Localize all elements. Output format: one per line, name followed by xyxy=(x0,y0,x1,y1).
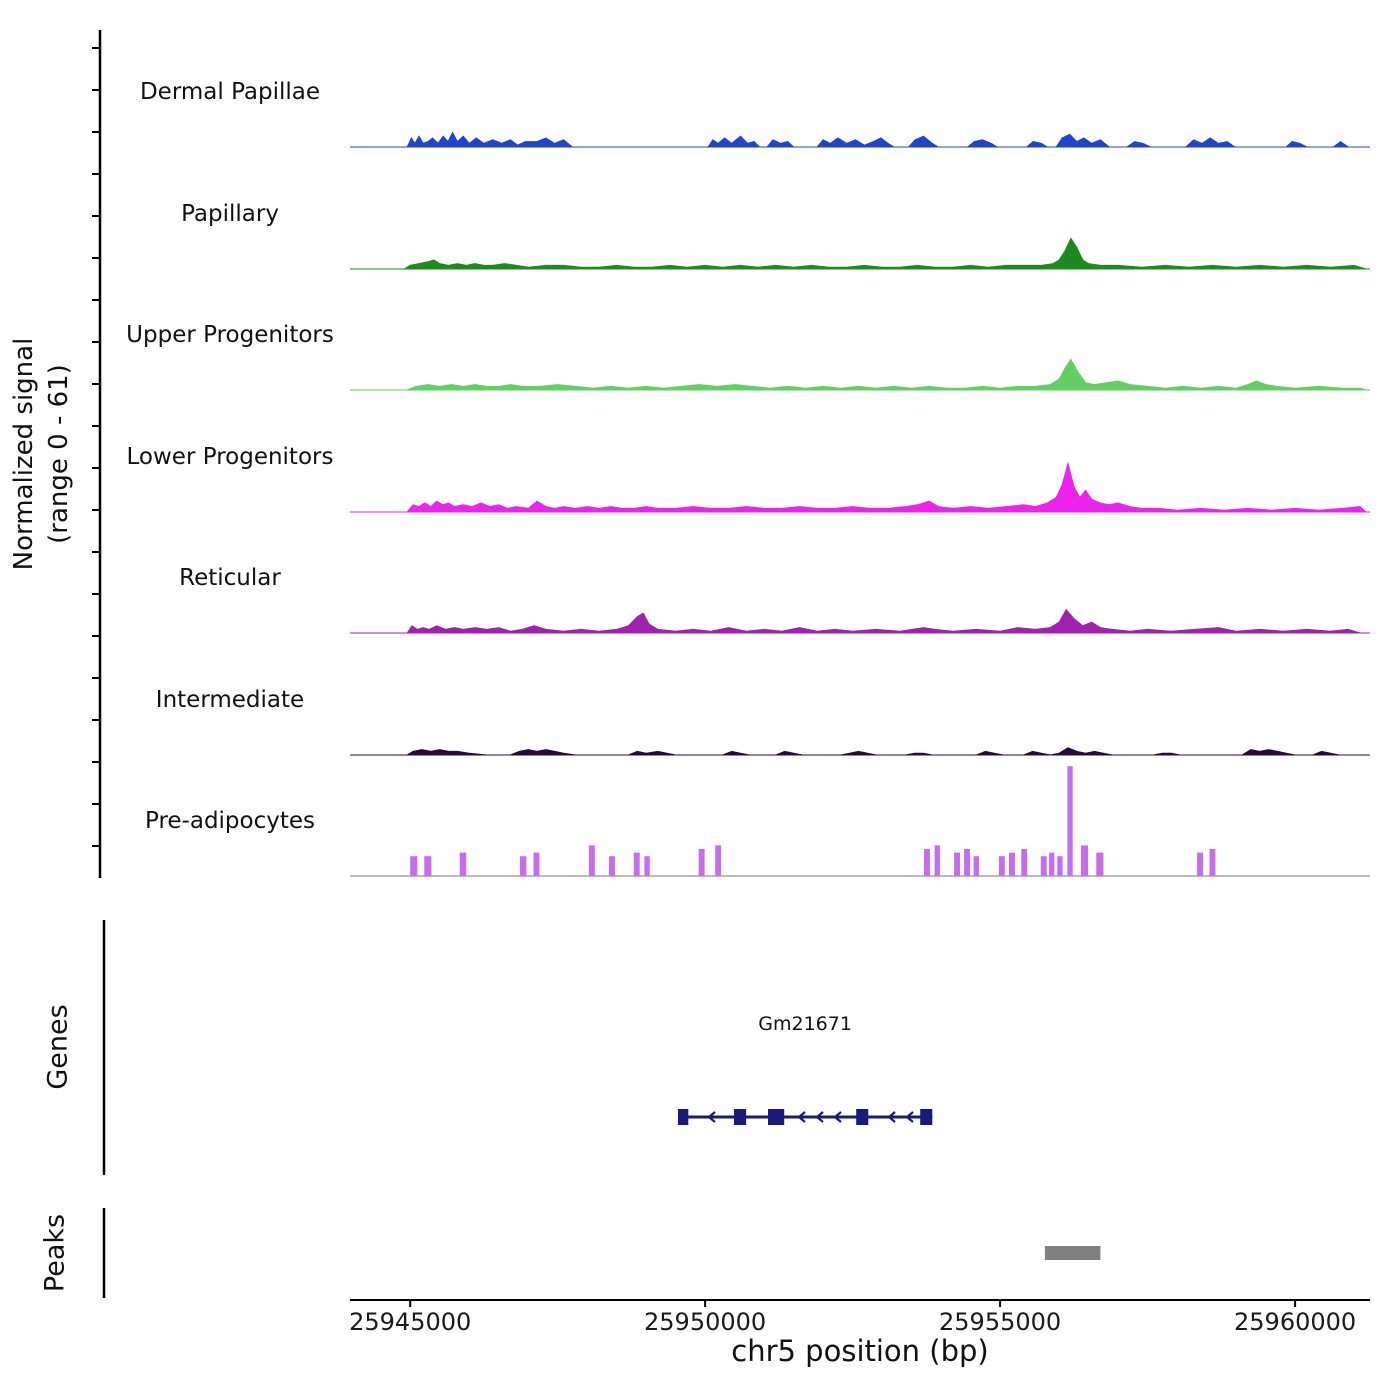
gene-name-label: Gm21671 xyxy=(758,1013,852,1035)
signal-bar xyxy=(998,856,1005,876)
signal-bar xyxy=(1057,856,1063,876)
signal-bar xyxy=(609,856,615,876)
track-label-pre-adipocytes: Pre-adipocytes xyxy=(144,808,316,834)
signal-bar xyxy=(533,852,540,876)
track-label-papillary: Papillary xyxy=(181,201,279,227)
signal-bar xyxy=(1080,845,1088,876)
tracks-plot: Gm21671 25945000 25950000 25955000 25960000 xyxy=(350,131,1370,1336)
signal-bar xyxy=(1067,766,1073,876)
gene-exon xyxy=(734,1109,747,1125)
track-label-intermediate: Intermediate xyxy=(155,687,305,713)
track-label-upper-progenitors: Upper Progenitors xyxy=(126,322,334,348)
gene-strand-arrow-icon xyxy=(887,1111,896,1123)
gene-strand-arrow-icon xyxy=(707,1111,716,1123)
signal-area xyxy=(350,747,1370,756)
x-tick-label: 25950000 xyxy=(644,1308,766,1336)
signal-bar xyxy=(1096,852,1104,876)
gene-strand-arrow-icon xyxy=(815,1111,824,1123)
left-axis-spines xyxy=(92,30,106,1298)
genes-section-label: Genes xyxy=(42,1004,74,1090)
x-axis-label: chr5 position (bp) xyxy=(731,1334,989,1368)
gene-exon xyxy=(678,1109,689,1125)
signal-bar xyxy=(1209,849,1216,876)
signal-bar xyxy=(459,852,467,876)
signal-bar xyxy=(1049,852,1055,876)
peak-region xyxy=(1044,1246,1101,1260)
track-label-dermal-papillae: Dermal Papillae xyxy=(139,79,321,105)
signal-bar xyxy=(924,849,930,876)
gene-exon xyxy=(920,1109,933,1125)
signal-bar xyxy=(698,849,705,876)
signal-bar xyxy=(588,845,595,876)
gene-strand-arrow-icon xyxy=(905,1111,914,1123)
signal-bar xyxy=(519,856,527,876)
x-tick-label: 25945000 xyxy=(350,1308,471,1336)
signal-bar xyxy=(644,856,650,876)
signal-bar xyxy=(1009,852,1015,876)
signal-bar xyxy=(410,856,418,876)
signal-bar xyxy=(964,849,970,876)
signal-bar xyxy=(1040,856,1047,876)
signal-bar xyxy=(973,856,979,876)
signal-area xyxy=(350,131,1370,148)
signal-bar xyxy=(954,852,960,876)
y-axis-label-line1: Normalized signal xyxy=(8,337,39,571)
track-label-lower-progenitors: Lower Progenitors xyxy=(126,444,334,470)
peaks-section-label: Peaks xyxy=(39,1213,71,1293)
signal-bar xyxy=(715,845,722,876)
signal-bar xyxy=(934,845,940,876)
gene-exon xyxy=(856,1109,869,1125)
signal-area xyxy=(350,461,1370,513)
x-tick-label: 25960000 xyxy=(1234,1308,1356,1336)
signal-area xyxy=(350,608,1370,634)
x-tick-label: 25955000 xyxy=(939,1308,1061,1336)
signal-area xyxy=(350,358,1370,391)
gene-strand-arrow-icon xyxy=(797,1111,806,1123)
gene-exon xyxy=(768,1109,785,1125)
track-label-reticular: Reticular xyxy=(179,565,281,591)
signal-bar xyxy=(424,856,432,876)
signal-area xyxy=(350,237,1370,270)
gene-strand-arrow-icon xyxy=(833,1111,842,1123)
signal-bar xyxy=(1197,852,1203,876)
signal-bar xyxy=(633,852,640,876)
signal-bar xyxy=(1021,849,1028,876)
